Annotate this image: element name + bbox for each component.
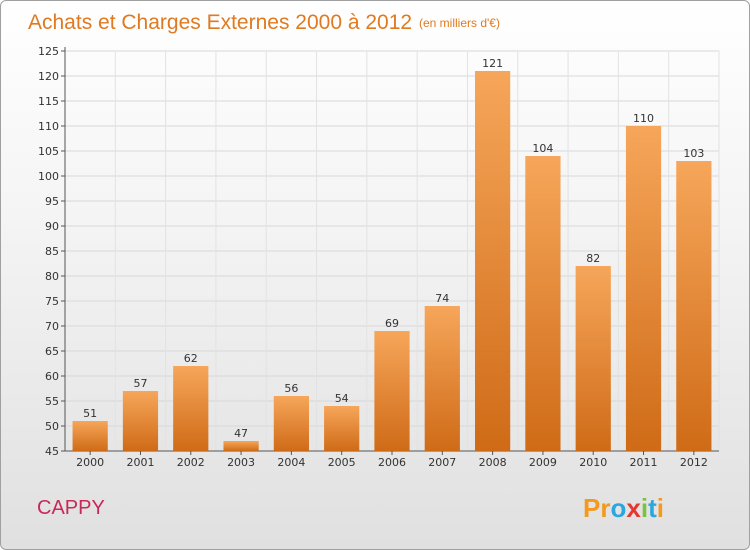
proxiti-logo-text: Proxiti [583, 493, 664, 523]
place-name: CAPPY [37, 497, 105, 519]
bar [676, 161, 712, 451]
x-tick-label: 2004 [277, 456, 305, 469]
x-tick-label: 2003 [227, 456, 255, 469]
x-tick-label: 2011 [630, 456, 658, 469]
y-tick-label: 100 [38, 170, 59, 183]
bar [575, 266, 611, 451]
y-tick-label: 85 [45, 245, 59, 258]
x-tick-label: 2001 [126, 456, 154, 469]
y-tick-label: 125 [38, 45, 59, 58]
x-tick-label: 2002 [177, 456, 205, 469]
y-tick-label: 95 [45, 195, 59, 208]
y-tick-label: 55 [45, 395, 59, 408]
data-label: 104 [532, 142, 553, 155]
bar [223, 441, 259, 451]
x-tick-label: 2007 [428, 456, 456, 469]
data-label: 74 [435, 292, 449, 305]
bar [525, 156, 561, 451]
chart-unit: (en milliers d'€) [419, 16, 500, 30]
data-label: 57 [133, 377, 147, 390]
bar [625, 126, 662, 451]
y-tick-label: 50 [45, 420, 59, 433]
y-tick-label: 70 [45, 320, 59, 333]
x-tick-label: 2006 [378, 456, 406, 469]
proxiti-logo: Proxiti [583, 493, 664, 523]
y-tick-label: 60 [45, 370, 59, 383]
bar [324, 406, 360, 451]
bar [173, 366, 209, 451]
x-tick-label: 2009 [529, 456, 557, 469]
data-label: 47 [234, 427, 248, 440]
y-tick-label: 105 [38, 145, 59, 158]
y-tick-label: 90 [45, 220, 59, 233]
bar [72, 421, 108, 451]
bar [424, 306, 460, 451]
data-label: 69 [385, 317, 399, 330]
data-label: 121 [482, 57, 503, 70]
data-label: 103 [683, 147, 704, 160]
x-tick-label: 2000 [76, 456, 104, 469]
x-tick-label: 2010 [579, 456, 607, 469]
labels: 45 50 55 60 65 70 75 80 85 90 95 100 105 110 115 120 125… [38, 45, 708, 469]
y-tick-label: 45 [45, 445, 59, 458]
data-label: 56 [284, 382, 298, 395]
bar [374, 331, 410, 451]
bar [475, 71, 511, 451]
bar [122, 391, 159, 451]
y-tick-label: 110 [38, 120, 59, 133]
data-label: 62 [184, 352, 198, 365]
data-label: 51 [83, 407, 97, 420]
bar [273, 396, 309, 451]
y-tick-label: 75 [45, 295, 59, 308]
x-tick-label: 2012 [680, 456, 708, 469]
x-tick-label: 2005 [328, 456, 356, 469]
chart-title: Achats et Charges Externes 2000 à 2012 [28, 11, 412, 34]
y-tick-label: 115 [38, 95, 59, 108]
y-tick-label: 65 [45, 345, 59, 358]
data-label: 110 [633, 112, 654, 125]
y-tick-label: 120 [38, 70, 59, 83]
bars [72, 71, 712, 451]
data-label: 82 [586, 252, 600, 265]
x-tick-label: 2008 [479, 456, 507, 469]
y-tick-label: 80 [45, 270, 59, 283]
data-label: 54 [335, 392, 349, 405]
